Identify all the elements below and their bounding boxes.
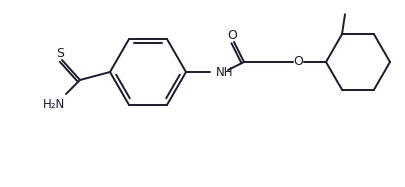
Text: NH: NH — [216, 65, 234, 79]
Text: S: S — [56, 47, 64, 59]
Text: H₂N: H₂N — [43, 97, 65, 111]
Text: O: O — [227, 28, 237, 42]
Text: O: O — [293, 54, 303, 68]
